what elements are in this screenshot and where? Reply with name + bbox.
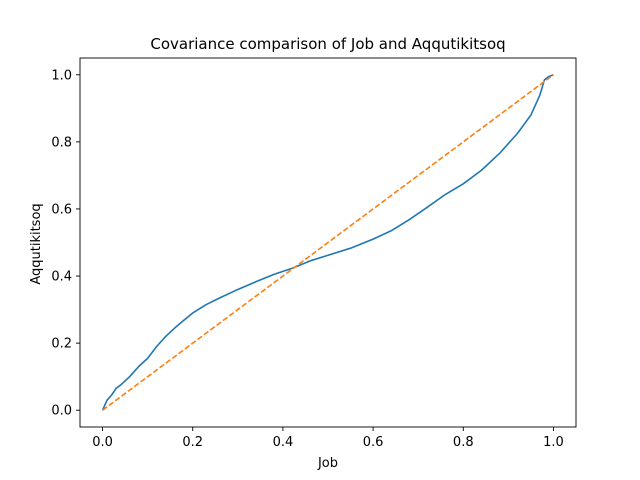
y-axis-label: Aqqutikitsoq xyxy=(29,203,44,284)
series-line-2 xyxy=(102,74,554,411)
x-tick-label: 0.8 xyxy=(453,435,474,450)
x-tick-label: 0.4 xyxy=(273,435,294,450)
y-tick-label: 0.4 xyxy=(51,270,72,285)
x-tick-label: 0.0 xyxy=(92,435,113,450)
y-tick-label: 0.8 xyxy=(51,135,72,150)
x-axis-label: Job xyxy=(317,456,338,471)
plot-area: 0.0 0.2 0.4 0.6 0.8 1.0 0.0 0.2 0.4 0.6 0.8 1.0 xyxy=(51,57,577,450)
x-tick-label: 0.6 xyxy=(363,435,384,450)
x-tick-label: 1.0 xyxy=(543,435,564,450)
chart-title: Covariance comparison of Job and Aqqutik… xyxy=(150,35,505,53)
y-tick-label: 0.2 xyxy=(51,337,72,352)
y-tick-label: 0.6 xyxy=(51,202,72,217)
y-tick-label: 0.0 xyxy=(51,404,72,419)
x-tick-label: 0.2 xyxy=(182,435,203,450)
axes-frame xyxy=(79,57,577,428)
series-line-1 xyxy=(101,74,554,411)
y-tick-label: 1.0 xyxy=(51,68,72,83)
